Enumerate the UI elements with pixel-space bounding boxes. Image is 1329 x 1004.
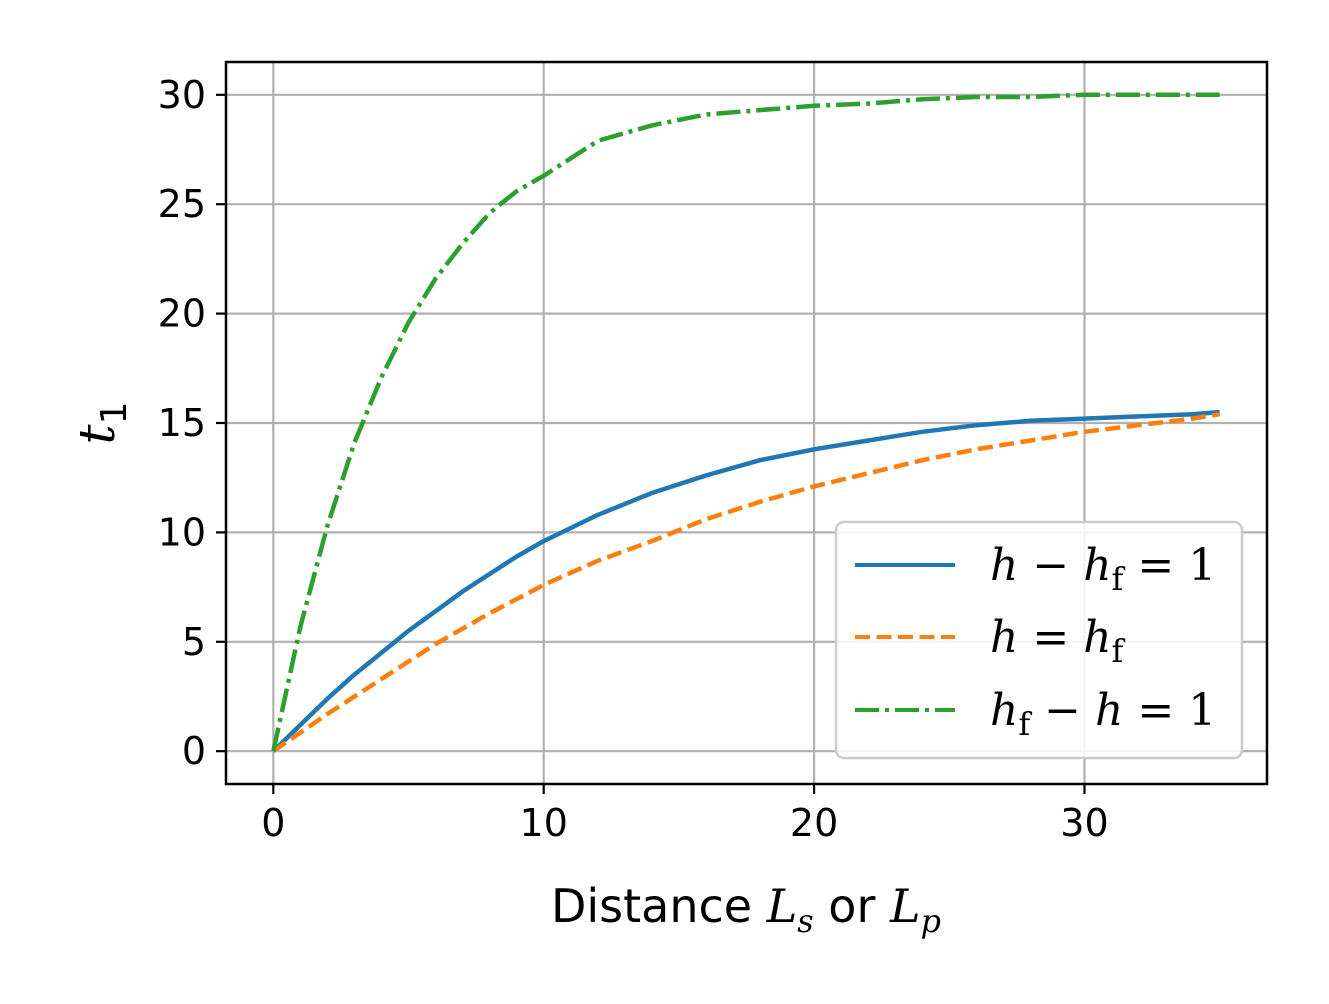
y-tick-label: 20: [158, 292, 206, 336]
x-tick-label: 30: [1060, 801, 1108, 845]
y-tick-label: 30: [158, 73, 206, 117]
grid: [226, 62, 1267, 784]
y-tick-label: 25: [158, 182, 206, 226]
legend-label-hf-minus-h: hf − h = 1: [990, 685, 1216, 743]
y-tick-label: 10: [158, 510, 206, 554]
y-tick-label: 5: [182, 620, 206, 664]
legend-label-h-equals-hf: h = hf: [990, 612, 1126, 670]
x-tick-label: 20: [790, 801, 838, 845]
y-tick-label: 0: [182, 729, 206, 773]
y-axis-label: t1: [68, 402, 135, 445]
x-tick-label: 10: [520, 801, 568, 845]
legend-label-h-minus-hf: h − hf = 1: [990, 540, 1216, 598]
y-tick-label: 15: [158, 401, 206, 445]
series-line-0: [271, 409, 1220, 753]
legend: h − hf = 1 h = hf hf − h = 1: [834, 520, 1244, 760]
x-axis-label: Distance Ls or Lp: [551, 879, 941, 940]
series-line-1: [272, 411, 1221, 754]
legend-box: [834, 520, 1244, 760]
series-group: [271, 92, 1221, 754]
series-line-2: [271, 92, 1220, 752]
ticks: 0 10 20 30 0 5 10 15 20 25 30: [158, 73, 1109, 845]
x-tick-label: 0: [261, 801, 285, 845]
